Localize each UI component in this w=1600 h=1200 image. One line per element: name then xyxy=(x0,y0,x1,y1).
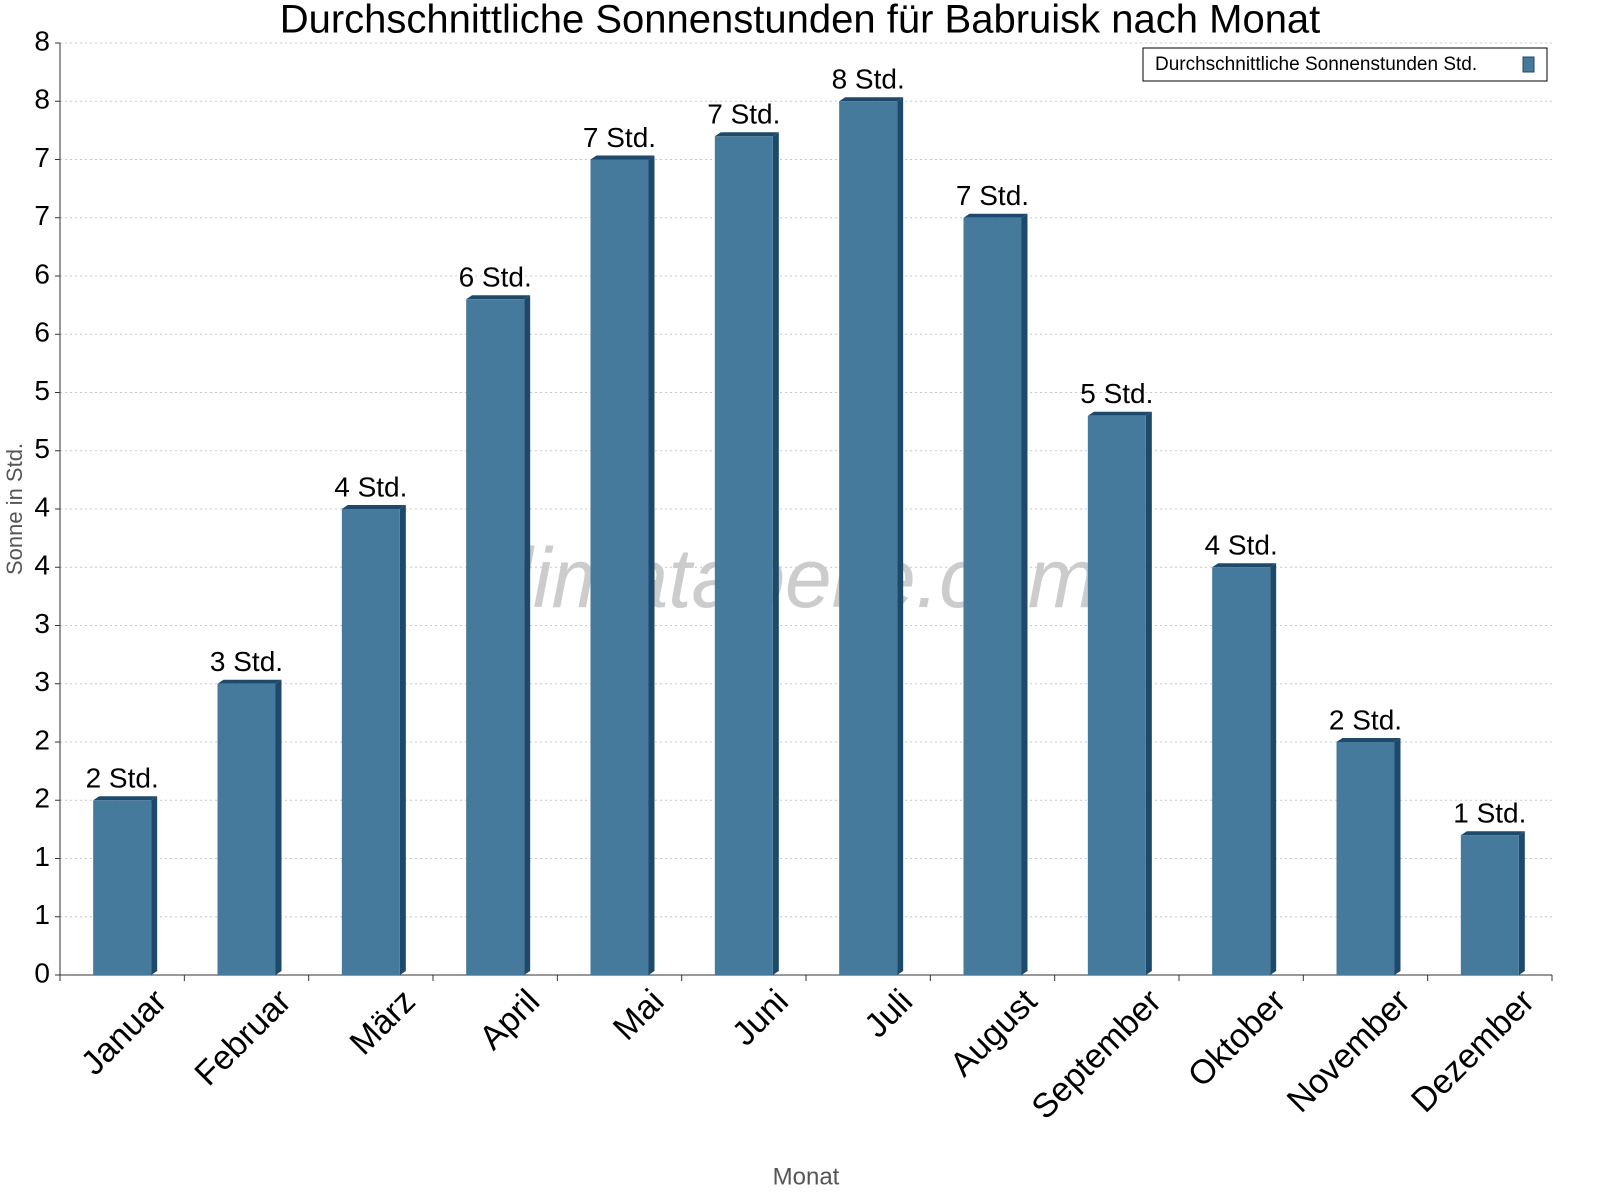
x-tick-label: April xyxy=(472,982,547,1057)
data-label: 4 Std. xyxy=(1205,530,1278,561)
data-label: 7 Std. xyxy=(707,99,780,130)
bar xyxy=(714,136,773,975)
bar xyxy=(1087,415,1146,975)
y-tick-label: 6 xyxy=(34,258,50,289)
x-tick-label: Mai xyxy=(606,982,672,1048)
x-tick-label: Juli xyxy=(857,982,920,1045)
bar xyxy=(93,800,152,975)
bar-top xyxy=(466,295,531,300)
bar xyxy=(341,509,400,975)
data-label: 2 Std. xyxy=(86,763,159,794)
bar-top xyxy=(1460,831,1525,836)
x-tick-label: November xyxy=(1280,982,1418,1120)
bar xyxy=(839,101,898,975)
bar-side xyxy=(648,155,655,975)
y-tick-label: 8 xyxy=(34,25,50,56)
y-axis-label: Sonne in Std. xyxy=(2,443,27,575)
y-tick-label: 1 xyxy=(34,899,50,930)
x-tick-label: September xyxy=(1024,982,1168,1126)
bar-top xyxy=(590,155,655,160)
bar xyxy=(1460,835,1519,975)
bar xyxy=(963,217,1022,975)
bar-top xyxy=(714,132,779,137)
data-label: 4 Std. xyxy=(334,471,407,502)
bar-top xyxy=(839,97,904,102)
y-tick-label: 4 xyxy=(34,491,50,522)
y-tick-label: 8 xyxy=(34,84,50,115)
y-tick-label: 5 xyxy=(34,433,50,464)
y-tick-label: 4 xyxy=(34,550,50,581)
y-tick-label: 3 xyxy=(34,666,50,697)
x-tick-label: Januar xyxy=(74,982,174,1082)
x-tick-label: Dezember xyxy=(1404,982,1542,1120)
data-label: 8 Std. xyxy=(832,64,905,95)
bar xyxy=(590,159,649,975)
bar-side xyxy=(1394,738,1401,975)
legend-swatch xyxy=(1522,56,1535,73)
data-label: 7 Std. xyxy=(956,180,1029,211)
data-label: 2 Std. xyxy=(1329,704,1402,735)
bar-side xyxy=(151,796,158,975)
bar-side xyxy=(1270,563,1277,975)
y-tick-label: 0 xyxy=(34,957,50,988)
y-tick-label: 6 xyxy=(34,317,50,348)
bar-side xyxy=(1145,411,1152,975)
bar-top xyxy=(1336,738,1401,742)
x-axis-label: Monat xyxy=(773,1163,840,1190)
y-tick-label: 2 xyxy=(34,783,50,814)
y-tick-label: 7 xyxy=(34,200,50,231)
bar-top xyxy=(93,796,158,801)
bar xyxy=(1336,742,1395,975)
bar-top xyxy=(1212,563,1277,568)
legend-label: Durchschnittliche Sonnenstunden Std. xyxy=(1155,54,1477,75)
bar-top xyxy=(1087,411,1152,416)
data-label: 7 Std. xyxy=(583,122,656,153)
x-tick-label: August xyxy=(943,982,1045,1084)
y-tick-label: 7 xyxy=(34,142,50,173)
x-tick-label: Juni xyxy=(725,982,796,1053)
y-tick-label: 3 xyxy=(34,608,50,639)
bar-side xyxy=(524,295,531,975)
bar-side xyxy=(897,97,904,975)
bar-side xyxy=(1021,213,1028,975)
bar xyxy=(466,299,525,975)
bar-side xyxy=(1518,831,1525,975)
bar xyxy=(1212,567,1271,975)
y-tick-label: 2 xyxy=(34,724,50,755)
x-tick-label: März xyxy=(343,982,423,1062)
chart-title: Durchschnittliche Sonnenstunden für Babr… xyxy=(280,0,1321,42)
x-tick-label: Februar xyxy=(187,982,298,1093)
data-label: 1 Std. xyxy=(1453,798,1526,829)
bar-top xyxy=(341,505,406,509)
bar-side xyxy=(399,505,406,975)
legend-box xyxy=(1142,47,1548,82)
bar-side xyxy=(275,679,282,975)
data-label: 6 Std. xyxy=(459,262,532,293)
x-tick-label: Oktober xyxy=(1181,982,1293,1094)
y-tick-label: 5 xyxy=(34,375,50,406)
data-label: 3 Std. xyxy=(210,646,283,677)
bar xyxy=(217,683,276,975)
y-tick-label: 1 xyxy=(34,841,50,872)
bar-top xyxy=(217,679,282,684)
bar-side xyxy=(772,132,779,975)
data-label: 5 Std. xyxy=(1080,378,1153,409)
bar-top xyxy=(963,213,1028,218)
